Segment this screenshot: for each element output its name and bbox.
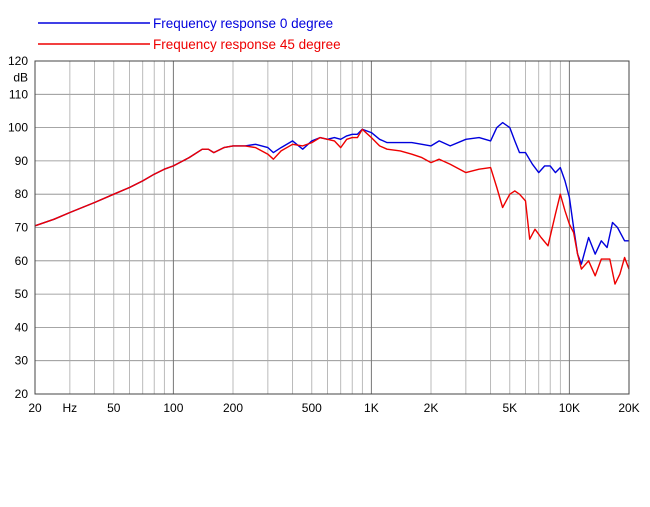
x-tick-labels: 20 50 100 200 500 1K 2K 5K 10K 20K (28, 401, 639, 415)
y-tick-label: 70 (15, 221, 29, 235)
y-tick-label: 60 (15, 254, 29, 268)
y-axis-label: dB (13, 71, 28, 85)
legend: Frequency response 0 degree Frequency res… (38, 16, 341, 52)
y-tick-label: 90 (15, 154, 29, 168)
x-tick-label: 10K (559, 401, 580, 415)
x-tick-label: 1K (364, 401, 379, 415)
legend-label: Frequency response 45 degree (153, 37, 341, 52)
x-tick-label: 20K (618, 401, 639, 415)
plot-frame (34, 60, 630, 395)
x-tick-label: 200 (223, 401, 243, 415)
x-tick-label: 2K (424, 401, 439, 415)
y-tick-label: 40 (15, 320, 29, 334)
y-tick-labels: 20 30 40 50 60 70 80 90 100 110 120 (8, 54, 28, 401)
x-tick-label: 5K (502, 401, 517, 415)
legend-label: Frequency response 0 degree (153, 16, 333, 31)
y-tick-label: 20 (15, 387, 29, 401)
series-layer (34, 121, 630, 285)
y-tick-label: 110 (9, 87, 28, 101)
x-tick-label: 500 (302, 401, 322, 415)
y-tick-label: 100 (8, 121, 28, 135)
y-tick-label: 80 (15, 187, 29, 201)
x-axis-unit: Hz (63, 401, 78, 415)
y-tick-label: 50 (15, 287, 29, 301)
x-tick-label: 20 (28, 401, 42, 415)
y-tick-label: 120 (8, 54, 28, 68)
x-tick-label: 100 (163, 401, 183, 415)
x-tick-label: 50 (107, 401, 121, 415)
series-line-1 (34, 128, 630, 285)
y-tick-label: 30 (15, 354, 29, 368)
